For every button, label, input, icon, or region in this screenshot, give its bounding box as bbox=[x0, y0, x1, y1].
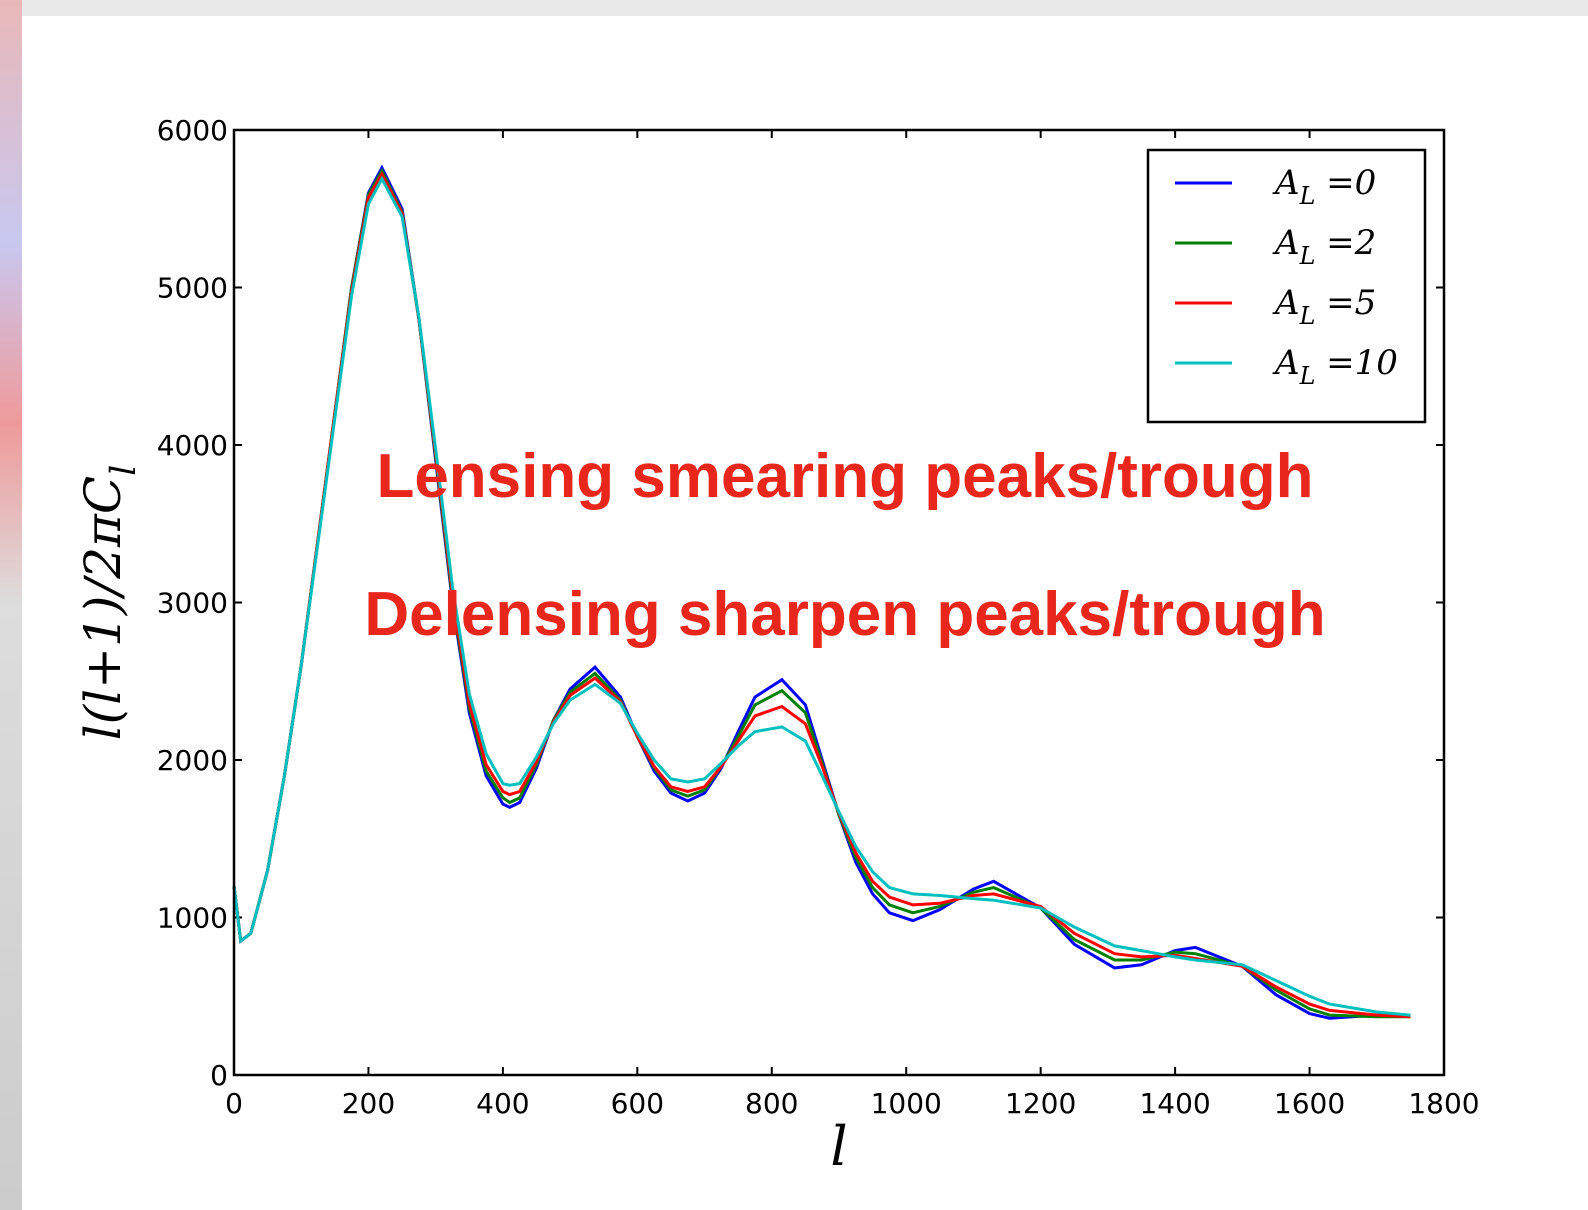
x-tick-label: 200 bbox=[342, 1087, 395, 1120]
series-line bbox=[232, 175, 1411, 1017]
y-tick-label: 5000 bbox=[157, 272, 228, 305]
x-tick-label: 1400 bbox=[1139, 1087, 1210, 1120]
y-tick-label: 3000 bbox=[157, 587, 228, 620]
x-tick-label: 1000 bbox=[871, 1087, 942, 1120]
x-tick-label: 1800 bbox=[1408, 1087, 1479, 1120]
legend-label: AL =0 bbox=[1272, 163, 1376, 210]
x-axis-label: l bbox=[830, 1115, 847, 1178]
legend-label: AL =5 bbox=[1272, 283, 1376, 330]
background-image bbox=[0, 0, 22, 1210]
series-line bbox=[232, 170, 1411, 1019]
annotation: Delensing sharpen peaks/trough bbox=[364, 580, 1325, 649]
x-tick-label: 600 bbox=[611, 1087, 664, 1120]
y-tick-label: 0 bbox=[210, 1059, 228, 1092]
y-tick-label: 2000 bbox=[157, 744, 228, 777]
plot-frame bbox=[232, 128, 1446, 1077]
x-tick-label: 1600 bbox=[1274, 1087, 1345, 1120]
y-tick-label: 6000 bbox=[157, 114, 228, 147]
legend-box bbox=[1146, 148, 1427, 424]
background-window bbox=[0, 0, 1588, 16]
legend-label: AL =10 bbox=[1272, 343, 1398, 390]
annotation: Lensing smearing peaks/trough bbox=[376, 442, 1313, 511]
y-tick-label: 1000 bbox=[157, 902, 228, 935]
x-tick-label: 800 bbox=[745, 1087, 798, 1120]
y-axis-label: l(l+1)/2πCl bbox=[74, 465, 144, 741]
y-tick-label: 4000 bbox=[157, 429, 228, 462]
series-line bbox=[232, 167, 1411, 1019]
legend-label: AL =2 bbox=[1272, 223, 1376, 270]
x-tick-label: 0 bbox=[225, 1087, 243, 1120]
x-tick-label: 1200 bbox=[1005, 1087, 1076, 1120]
x-tick-label: 400 bbox=[476, 1087, 529, 1120]
